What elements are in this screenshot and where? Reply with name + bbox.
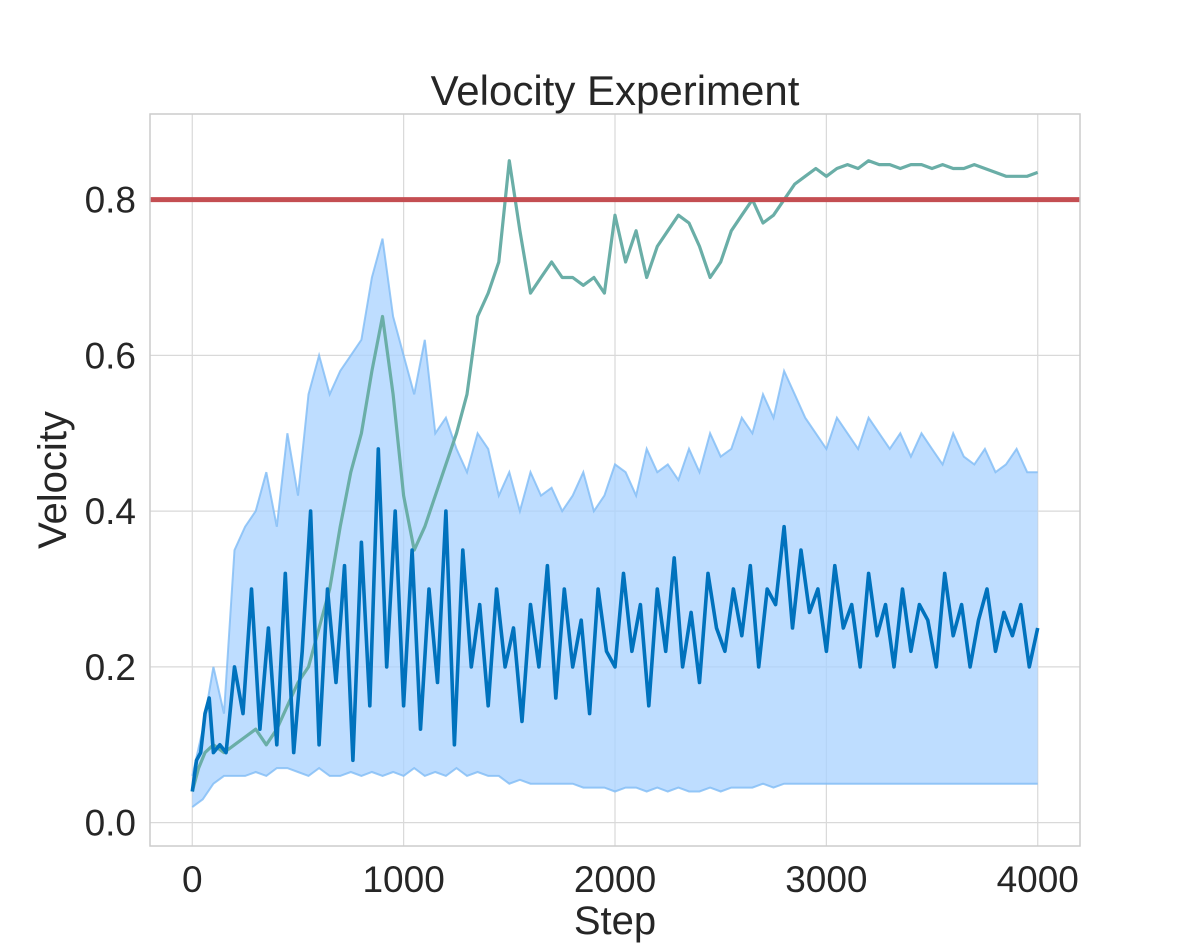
- y-tick-label-3: 0.6: [85, 335, 136, 376]
- blue-series-line: [190, 447, 1040, 792]
- y-tick-label-4: 0.8: [85, 180, 136, 221]
- x-tick-label-3: 3000: [785, 859, 867, 900]
- teal-series-line: [190, 159, 1039, 792]
- x-tick-label-2: 2000: [574, 859, 656, 900]
- x-tick-labels: 0 1000 2000 3000 4000: [182, 859, 1079, 900]
- y-tick-label-2: 0.4: [85, 491, 136, 532]
- blue-band-upper-line: [191, 238, 1038, 777]
- x-tick-label-4: 4000: [997, 859, 1079, 900]
- y-tick-label-1: 0.2: [85, 647, 136, 688]
- y-axis-title: Velocity: [31, 411, 75, 549]
- y-tick-labels: 0.0 0.2 0.4 0.6 0.8: [85, 180, 136, 844]
- blue-band-area: [192, 238, 1038, 808]
- x-tick-label-1: 1000: [362, 859, 444, 900]
- y-tick-label-0: 0.0: [85, 803, 136, 844]
- x-tick-label-0: 0: [182, 859, 203, 900]
- blue-series-layer: [190, 447, 1040, 792]
- blue-band-layer: [191, 238, 1038, 808]
- plot-frame: [149, 113, 1081, 847]
- x-axis-title: Step: [574, 899, 656, 943]
- chart-title: Velocity Experiment: [431, 67, 800, 114]
- teal-series-layer: [190, 159, 1039, 792]
- blue-band-lower-line: [191, 766, 1038, 808]
